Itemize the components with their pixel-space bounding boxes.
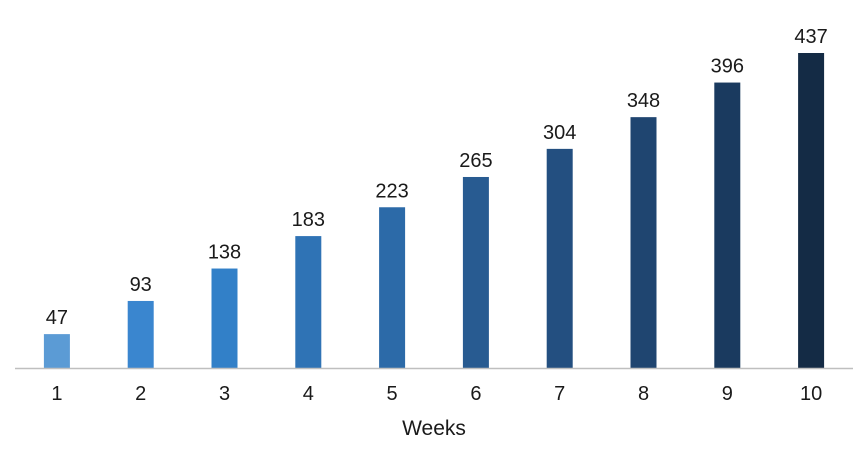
bar-week-8 <box>630 117 657 369</box>
bar-week-6 <box>462 176 489 368</box>
bar-week-9 <box>714 82 741 369</box>
value-label-week-6: 265 <box>459 150 492 172</box>
x-axis-title: Weeks <box>402 417 466 440</box>
value-label-week-3: 138 <box>208 242 241 264</box>
bar-week-2 <box>127 300 154 368</box>
x-tick-label-1: 1 <box>51 383 62 405</box>
bar-week-1 <box>43 334 70 368</box>
value-label-week-2: 93 <box>130 274 152 296</box>
bar-week-7 <box>546 148 573 368</box>
value-label-week-4: 183 <box>292 209 325 231</box>
value-label-week-1: 47 <box>46 307 68 329</box>
value-label-week-7: 304 <box>543 122 576 144</box>
value-label-week-8: 348 <box>627 90 660 112</box>
x-tick-label-4: 4 <box>303 383 314 405</box>
x-tick-label-9: 9 <box>722 383 733 405</box>
bar-week-3 <box>211 268 238 368</box>
x-tick-label-7: 7 <box>554 383 565 405</box>
x-tick-label-5: 5 <box>387 383 398 405</box>
x-tick-label-3: 3 <box>219 383 230 405</box>
x-tick-label-2: 2 <box>135 383 146 405</box>
x-tick-label-8: 8 <box>638 383 649 405</box>
bar-week-10 <box>798 53 825 368</box>
bar-week-4 <box>295 236 322 368</box>
x-tick-labels-group: 1 2 3 4 5 6 7 8 9 10 <box>51 383 822 405</box>
value-label-week-9: 396 <box>711 56 744 78</box>
value-label-week-10: 437 <box>794 26 827 48</box>
value-labels-group: 47 93 138 183 223 265 304 348 396 437 <box>46 26 828 329</box>
bar-week-5 <box>379 207 406 368</box>
x-tick-label-10: 10 <box>800 383 822 405</box>
bars-group <box>43 53 825 369</box>
x-tick-label-6: 6 <box>470 383 481 405</box>
value-label-week-5: 223 <box>375 180 408 202</box>
